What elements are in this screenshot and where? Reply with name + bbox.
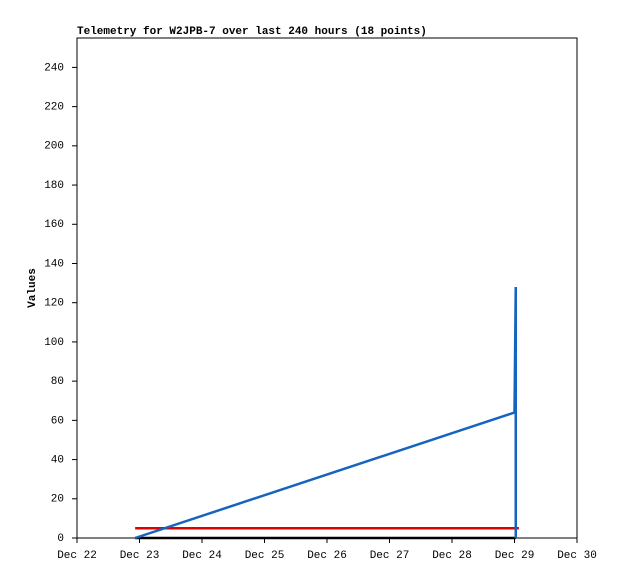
plot-frame (76, 37, 578, 539)
y-tick-label: 80 (51, 376, 64, 388)
y-tick-label: 0 (57, 533, 64, 545)
y-tick-label: 140 (44, 258, 64, 270)
y-tick-label: 20 (51, 494, 64, 506)
y-tick-label: 240 (44, 62, 64, 74)
y-tick-label: 60 (51, 415, 64, 427)
x-tick-label: Dec 22 (57, 550, 97, 562)
x-tick-label: Dec 23 (120, 550, 160, 562)
x-tick-label: Dec 28 (432, 550, 472, 562)
x-tick-label: Dec 26 (307, 550, 347, 562)
x-tick-label: Dec 25 (245, 550, 285, 562)
y-tick-label: 40 (51, 454, 64, 466)
y-tick-label: 220 (44, 102, 64, 114)
x-tick-label: Dec 24 (182, 550, 222, 562)
y-axis-label: Values (27, 268, 39, 308)
y-tick-label: 200 (44, 141, 64, 153)
y-tick-label: 180 (44, 180, 64, 192)
x-tick-label: Dec 30 (557, 550, 597, 562)
y-tick-label: 100 (44, 337, 64, 349)
y-tick-label: 160 (44, 219, 64, 231)
series-line (134, 287, 517, 540)
y-tick-label: 120 (44, 298, 64, 310)
chart-title: Telemetry for W2JPB-7 over last 240 hour… (77, 26, 427, 38)
x-tick-label: Dec 27 (370, 550, 410, 562)
x-tick-label: Dec 29 (495, 550, 535, 562)
